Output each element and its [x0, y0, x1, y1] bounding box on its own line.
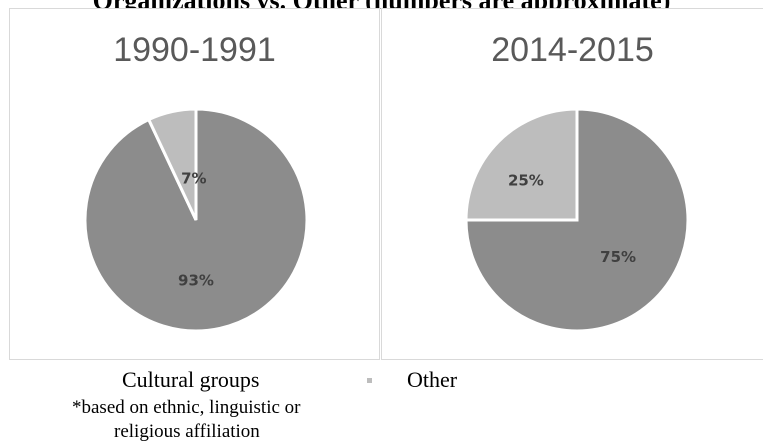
- pie-panel-1990-1991: 1990-1991 93% 7%: [9, 8, 380, 360]
- pie-title-1990-1991: 1990-1991: [113, 31, 276, 69]
- pie-title-2014-2015: 2014-2015: [491, 31, 654, 69]
- pie-slice-1990-1991-other: [146, 107, 198, 221]
- legend-footnote-line2: religious affiliation: [114, 421, 260, 442]
- legend-marker-other: [367, 378, 372, 383]
- legend-label-other: Other: [407, 367, 458, 392]
- pie-label-1990-1991-cultural-groups: 93%: [178, 272, 214, 290]
- pie-slice-2014-2015-other: [464, 107, 579, 222]
- pie-panel-2014-2015: 2014-2015 75% 25%: [381, 8, 763, 360]
- legend-footnote-line1: *based on ethnic, linguistic or: [72, 397, 301, 418]
- legend-label-cultural-groups: Cultural groups: [122, 367, 260, 392]
- pie-label-2014-2015-cultural-groups: 75%: [600, 248, 636, 266]
- pie-label-2014-2015-other: 25%: [508, 172, 544, 190]
- pie-label-1990-1991-other: 7%: [181, 169, 206, 187]
- pie-chart-1990-1991: 93% 7%: [83, 107, 309, 333]
- pie-chart-2014-2015: 75% 25%: [464, 107, 690, 333]
